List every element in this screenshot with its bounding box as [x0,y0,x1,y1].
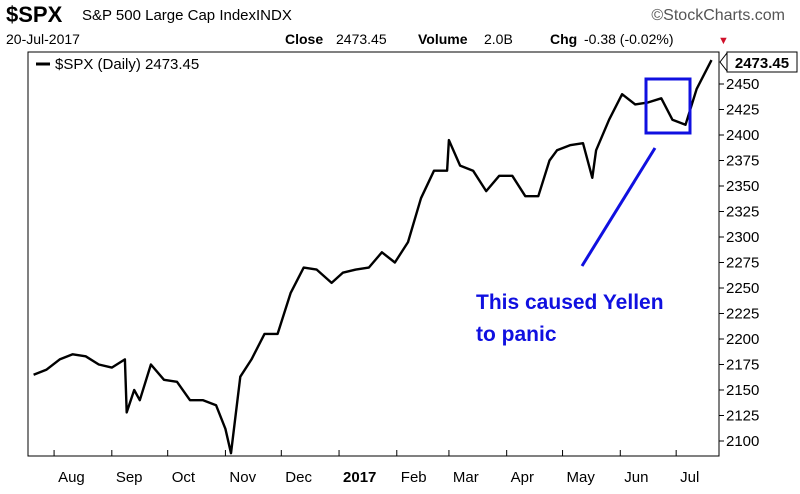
annotation-highlight-box [644,77,692,135]
last-price-label: 2473.45 [735,55,789,72]
y-tick-label: 2425 [726,102,759,119]
x-tick-label: Mar [453,469,479,486]
y-tick-label: 2100 [726,433,759,450]
y-tick-label: 2300 [726,229,759,246]
y-tick-label: 2200 [726,331,759,348]
x-tick-label: Nov [229,469,256,486]
y-tick-label: 2150 [726,382,759,399]
chart-symbol: $SPX [6,2,63,27]
x-tick-label: Jul [680,469,699,486]
x-tick-label: Feb [401,469,427,486]
annotation-text-line1: This caused Yellen [476,291,664,314]
x-tick-label: 2017 [343,469,376,486]
close-value: 2473.45 [336,31,387,47]
chart-exchange: INDX [256,7,292,24]
y-tick-label: 2225 [726,306,759,323]
x-tick-label: Sep [116,469,143,486]
last-price-marker: 2473.45 [719,51,798,73]
y-tick-label: 2125 [726,408,759,425]
last-price-box [726,51,798,73]
x-tick-label: May [567,469,596,486]
y-tick-label: 2350 [726,178,759,195]
y-axis: 2100 2125 2150 2175 2200 2225 2250 2275 2300 2325… [719,76,759,450]
y-tick-label: 2375 [726,153,759,170]
x-tick-label: Oct [172,469,196,486]
x-tick-label: Aug [58,469,85,486]
legend-label: $SPX (Daily) 2473.45 [55,56,199,73]
chg-value: -0.38 (-0.02%) [584,31,673,47]
x-tick-label: Jun [624,469,648,486]
chart-date: 20-Jul-2017 [6,31,80,47]
last-price-pointer [719,51,728,73]
y-tick-label: 2400 [726,127,759,144]
x-tick-label: Apr [511,469,534,486]
y-tick-label: 2175 [726,357,759,374]
chg-label: Chg [550,31,577,47]
chart-index-name: S&P 500 Large Cap Index [82,7,257,24]
chart-source-credit: ©StockCharts.com [651,7,785,24]
y-tick-label: 2250 [726,280,759,297]
annotation-pointer-line [580,147,657,267]
x-axis: Aug Sep Oct Nov Dec 2017 Feb Mar Apr May Jun Jul [53,450,699,486]
close-label: Close [285,31,323,47]
x-tick-label: Dec [285,469,312,486]
volume-label: Volume [418,31,468,47]
volume-value: 2.0B [484,31,513,47]
annotation-text-line2: to panic [476,323,557,346]
y-tick-label: 2450 [726,76,759,93]
y-tick-label: 2275 [726,255,759,272]
price-line-series [33,59,713,455]
chg-down-arrow-icon: ▼ [718,35,729,47]
y-tick-label: 2325 [726,204,759,221]
